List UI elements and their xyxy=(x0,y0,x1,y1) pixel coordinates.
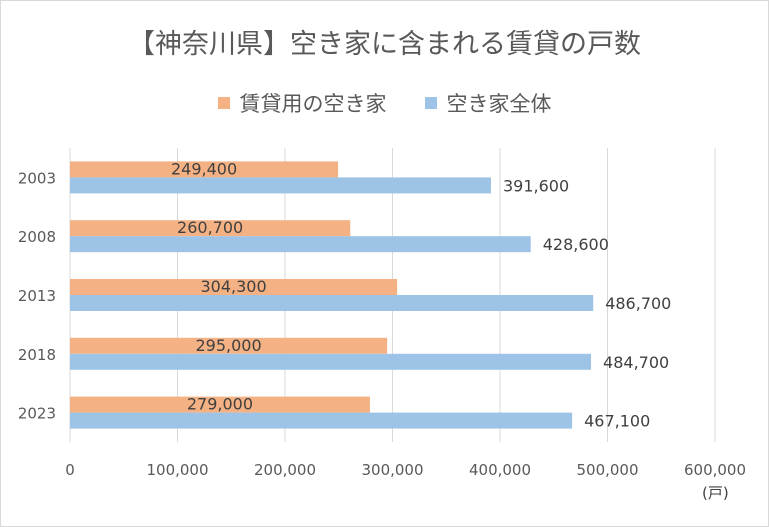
bar-rental-vacant-2023 xyxy=(70,396,370,413)
y-tick-label: 2023 xyxy=(18,405,56,423)
y-tick-label: 2013 xyxy=(18,287,56,305)
legend-swatch-all-vacant xyxy=(424,97,437,109)
bar-all-vacant-2003 xyxy=(70,177,491,194)
data-label-rental-vacant: 260,700 xyxy=(177,218,243,237)
bar-all-vacant-2018 xyxy=(70,353,592,370)
data-label-all-vacant: 391,600 xyxy=(503,176,569,195)
y-tick-label: 2008 xyxy=(18,228,56,246)
bar-all-vacant-2013 xyxy=(70,295,594,311)
data-label-rental-vacant: 249,400 xyxy=(171,159,237,178)
x-tick-label: 100,000 xyxy=(146,461,208,479)
legend-item-all-vacant: 空き家全体 xyxy=(424,88,552,118)
data-label-all-vacant: 486,700 xyxy=(605,294,671,313)
y-tick-label: 2018 xyxy=(18,346,56,364)
x-tick-label: 500,000 xyxy=(576,461,638,479)
x-tick-label: 200,000 xyxy=(254,461,316,479)
x-tick-label: 600,000 xyxy=(684,461,746,479)
legend-item-rental-vacant: 賃貸用の空き家 xyxy=(217,88,387,118)
data-label-all-vacant: 467,100 xyxy=(584,412,650,431)
bar-rental-vacant-2018 xyxy=(70,337,388,354)
data-label-rental-vacant: 304,300 xyxy=(200,277,266,296)
legend-swatch-rental-vacant xyxy=(217,97,230,109)
data-label-all-vacant: 428,600 xyxy=(543,235,609,254)
bar-rental-vacant-2003 xyxy=(70,161,339,178)
x-axis-unit: (戸) xyxy=(702,484,729,502)
data-label-all-vacant: 484,700 xyxy=(603,353,669,372)
data-label-rental-vacant: 295,000 xyxy=(195,336,261,355)
bar-all-vacant-2023 xyxy=(70,412,573,429)
chart-title: 【神奈川県】空き家に含まれる賃貸の戸数 xyxy=(128,29,641,60)
bar-all-vacant-2008 xyxy=(70,236,531,253)
x-tick-label: 0 xyxy=(65,461,75,479)
y-tick-label: 2003 xyxy=(18,169,56,187)
chart-legend: 賃貸用の空き家 空き家全体 xyxy=(0,88,769,118)
bar-rental-vacant-2013 xyxy=(70,279,398,295)
x-tick-label: 300,000 xyxy=(361,461,423,479)
bar-rental-vacant-2008 xyxy=(70,220,351,237)
legend-label-rental-vacant: 賃貸用の空き家 xyxy=(239,92,387,116)
x-tick-label: 400,000 xyxy=(469,461,531,479)
legend-label-all-vacant: 空き家全体 xyxy=(446,92,552,116)
data-label-rental-vacant: 279,000 xyxy=(187,395,253,414)
